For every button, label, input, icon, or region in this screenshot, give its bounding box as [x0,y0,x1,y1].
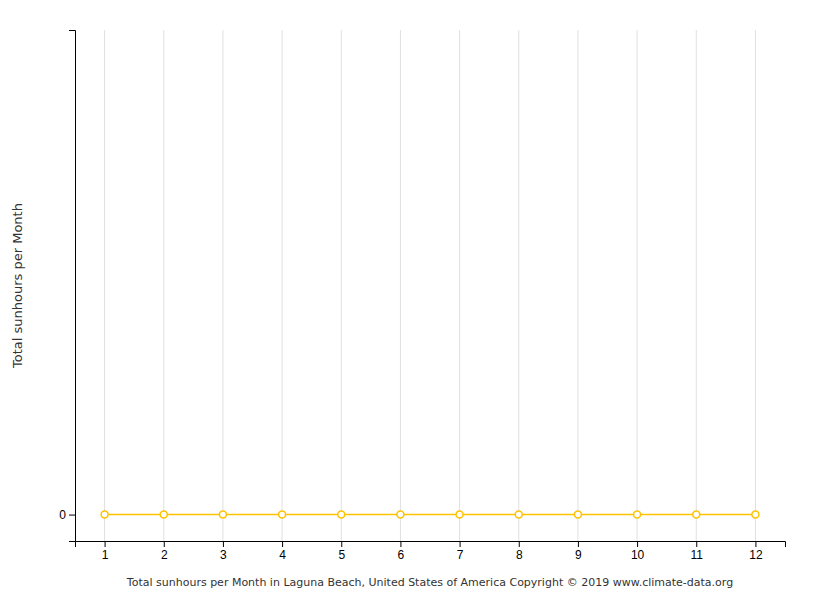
x-tick-mark [400,541,401,547]
x-axis-title: Total sunhours per Month in Laguna Beach… [126,576,733,589]
marker [160,511,167,518]
y-axis-line [69,31,76,542]
marker [219,511,226,518]
chart: 1234567891011120Total sunhours per Month… [0,0,815,611]
x-tick-label: 12 [749,548,763,562]
y-tick-mark [69,515,75,516]
grid-line [104,30,105,541]
x-tick-mark [519,541,520,547]
grid-line [163,30,164,541]
grid-line [282,30,283,541]
grid-line [637,30,638,541]
x-tick-mark [755,541,756,547]
grid-line [341,30,342,541]
marker [574,511,581,518]
x-tick: 5 [338,541,345,562]
grid-line [755,30,756,541]
plot-area: 1234567891011120 [59,30,785,562]
x-tick-mark [696,541,697,547]
x-tick-mark [164,541,165,547]
x-tick-label: 9 [575,548,582,562]
x-tick: 8 [516,541,523,562]
grid-line [222,30,223,541]
marker [456,511,463,518]
x-tick-mark [578,541,579,547]
x-tick: 6 [398,541,405,562]
x-tick: 3 [220,541,227,562]
marker [338,511,345,518]
x-tick: 9 [575,541,582,562]
x-tick-mark [282,541,283,547]
x-tick-mark [637,541,638,547]
x-tick-label: 3 [220,548,227,562]
x-tick-label: 8 [516,548,523,562]
grid-line [696,30,697,541]
x-tick: 7 [457,541,464,562]
y-axis-title: Total sunhours per Month [10,203,25,369]
grid [105,30,756,541]
y-tick: 0 [59,508,75,522]
marker [101,511,108,518]
grid-line [400,30,401,541]
x-tick: 1 [102,541,109,562]
x-tick: 10 [631,541,645,562]
x-tick: 11 [691,541,704,562]
marker [634,511,641,518]
grid-line [518,30,519,541]
y-axis: 0 [59,31,75,542]
grid-line [459,30,460,541]
x-tick-label: 6 [398,548,405,562]
line [105,514,756,516]
y-tick-label: 0 [59,508,66,522]
x-tick: 2 [161,541,168,562]
x-tick-mark [341,541,342,547]
x-tick-label: 2 [161,548,168,562]
x-axis: 123456789101112 [76,541,786,562]
x-tick-label: 7 [457,548,464,562]
x-tick-label: 11 [691,548,704,562]
x-tick-mark [460,541,461,547]
marker [279,511,286,518]
marker [515,511,522,518]
x-tick: 12 [749,541,763,562]
x-tick-mark [105,541,106,547]
x-tick-label: 5 [338,548,345,562]
x-axis-line [76,542,786,548]
marker [397,511,404,518]
marker [752,511,759,518]
x-tick-mark [223,541,224,547]
grid-line [577,30,578,541]
marker [693,511,700,518]
x-tick: 4 [279,541,286,562]
x-tick-label: 10 [631,548,645,562]
series [101,511,759,518]
x-tick-label: 4 [279,548,286,562]
x-tick-label: 1 [102,548,109,562]
